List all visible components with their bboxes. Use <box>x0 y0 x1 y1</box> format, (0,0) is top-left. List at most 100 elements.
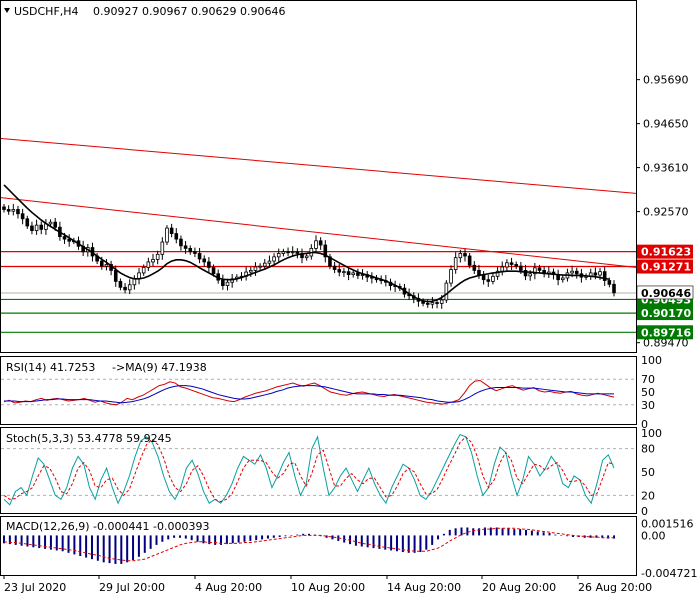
macd-bar <box>237 535 240 543</box>
macd-bar <box>44 535 47 549</box>
candle <box>495 266 500 280</box>
candle <box>169 223 174 238</box>
moving-average-line <box>3 184 610 303</box>
macd-bar <box>560 535 563 536</box>
macd-bar <box>360 535 363 547</box>
macd-bar <box>149 535 152 549</box>
macd-bar <box>308 533 310 536</box>
macd-bar <box>155 535 158 545</box>
candle-body <box>607 280 612 285</box>
candle-body <box>211 267 216 275</box>
candle <box>197 247 202 264</box>
candle-body <box>160 241 165 255</box>
candle <box>16 205 20 219</box>
candle <box>444 280 449 303</box>
macd-panel-frame <box>0 516 637 576</box>
candle-body <box>314 240 318 249</box>
candle-body <box>118 280 123 288</box>
candle <box>258 263 262 270</box>
price-layer <box>0 137 637 333</box>
candle-body <box>253 266 258 271</box>
macd-signal-line <box>3 527 614 562</box>
macd-bar <box>542 532 545 536</box>
macd-bar <box>390 535 393 551</box>
candle-body <box>146 261 151 268</box>
price-tick-label: 0.89470 <box>643 337 689 350</box>
macd-tick-label: 0.00 <box>641 529 666 542</box>
macd-bar <box>167 535 170 540</box>
macd-bar <box>419 535 422 553</box>
candle-body <box>477 269 481 276</box>
candle-body <box>560 277 565 281</box>
candle <box>472 261 477 274</box>
candle <box>6 205 11 215</box>
macd-bar <box>143 535 146 553</box>
candle-body <box>453 257 458 270</box>
candle-body <box>533 267 537 275</box>
candle-body <box>53 221 58 228</box>
price-tick-label: 0.94650 <box>643 118 689 131</box>
candle <box>332 261 337 274</box>
macd-bar <box>272 535 275 538</box>
candle <box>193 247 197 258</box>
candle-body <box>472 264 477 271</box>
macd-bar <box>483 527 486 536</box>
candle <box>290 246 295 257</box>
macd-bar <box>495 527 498 536</box>
macd-bar <box>478 528 481 536</box>
candle <box>151 253 155 267</box>
candle <box>20 208 25 225</box>
x-tick-label: 23 Jul 2020 <box>4 581 66 594</box>
candle-body <box>113 269 118 282</box>
macd-bar <box>20 535 23 546</box>
macd-bar <box>513 529 516 536</box>
price-panel-header: USDCHF,H4 0.90927 0.90967 0.90629 0.9064… <box>4 5 285 18</box>
candle <box>160 237 165 260</box>
macd-bar <box>354 535 357 546</box>
candle-body <box>500 266 505 272</box>
candle-body <box>230 278 234 283</box>
resistance-tag-1-box <box>637 244 693 259</box>
macd-bar <box>102 535 105 563</box>
candle <box>25 215 30 229</box>
candle <box>295 248 300 259</box>
candle-body <box>435 302 439 304</box>
current-price-box <box>636 285 694 300</box>
price-tick-label: 0.95690 <box>643 74 689 87</box>
candle <box>574 267 579 279</box>
trend-line-2 <box>0 197 637 268</box>
candle <box>337 264 342 277</box>
stoch-title: Stoch(5,3,3) 53.4778 59.9245 <box>6 432 172 445</box>
rsi-panel-frame <box>0 356 637 425</box>
macd-bar <box>32 535 35 548</box>
macd-bar <box>255 535 258 541</box>
candle <box>230 273 234 288</box>
candle <box>248 266 253 277</box>
macd-layer <box>3 527 615 564</box>
macd-bar <box>284 535 287 537</box>
macd-tick-label: -0.004721 <box>641 567 697 580</box>
macd-bar <box>525 529 528 536</box>
candle-body <box>202 258 207 263</box>
collapse-triangle-icon[interactable] <box>4 8 10 13</box>
macd-bar <box>407 535 410 553</box>
support-tag-2-text: 0.90170 <box>641 307 691 320</box>
candle-body <box>360 274 365 277</box>
candle <box>253 262 258 276</box>
candle-body <box>183 245 188 249</box>
candle-body <box>6 209 11 212</box>
macd-bar <box>49 535 52 550</box>
macd-bar <box>190 535 193 541</box>
macd-bar <box>55 535 58 551</box>
candle <box>602 266 607 287</box>
candle-body <box>323 244 328 258</box>
candle <box>533 262 537 280</box>
x-tick-label: 29 Jul 20:00 <box>99 581 165 594</box>
support-tag-2-box <box>637 306 693 321</box>
macd-bar <box>261 535 264 540</box>
candle-body <box>458 253 463 259</box>
support-tag-3-text: 0.89716 <box>641 326 691 339</box>
candle-body <box>514 264 519 267</box>
macd-bar <box>26 535 29 547</box>
